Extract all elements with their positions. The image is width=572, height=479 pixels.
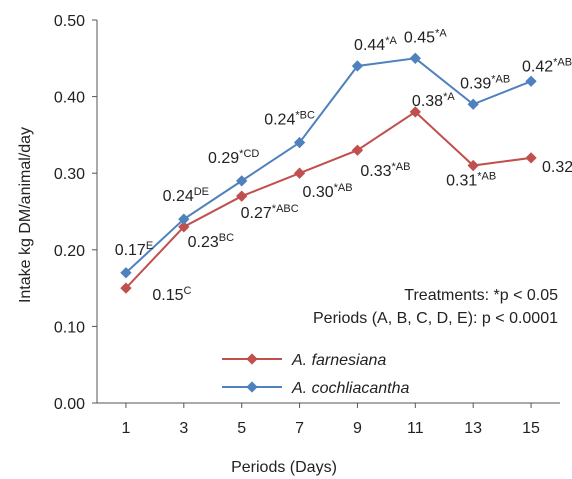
data-point [525,152,537,164]
x-tick-label: 13 [464,420,482,437]
x-tick-label: 9 [353,420,362,437]
data-label-superscript: *BC [295,110,315,122]
data-label: 0.30*AB [303,182,353,201]
data-label-value: 0.39 [460,75,491,92]
data-label-superscript: E [146,240,153,252]
data-label-superscript: C [184,285,192,297]
tick-labels: 0.000.100.200.300.400.501 3 5 7 9 11 13 15 [54,13,540,437]
series-line [125,110,532,289]
y-tick-label: 0.50 [54,13,85,30]
data-label: 0.23BC [188,232,234,251]
data-point [293,136,306,149]
data-label-superscript: *ABC [272,203,299,215]
annotation-treatments: Treatments: *p < 0.05 [404,287,558,304]
y-tick-label: 0.20 [54,243,85,260]
y-tick-label: 0.10 [54,319,85,336]
x-axis-title: Periods (Days) [231,459,337,476]
x-tick-label: 11 [407,420,424,437]
data-label: 0.33*AB [360,161,410,180]
series-line [125,57,532,274]
data-label: 0.29*CD [208,148,259,167]
data-label-superscript: *A [435,27,447,39]
x-tick-label: 1 [121,420,130,437]
data-label-value: 0.32 [542,159,572,176]
data-label-value: 0.15 [152,287,183,304]
data-label: 0.31*AB [446,171,496,190]
data-point [351,144,364,156]
data-label-value: 0.27 [241,205,272,222]
data-point [236,190,248,202]
data-label: 0.39*AB [460,73,510,92]
data-label: 0.15C [152,285,191,304]
axes [96,20,560,404]
data-label: 0.27*ABC [241,203,299,222]
data-point [525,75,537,87]
data-label-value: 0.30 [303,184,334,201]
data-label-superscript: DE [194,186,209,198]
x-tick-label: 5 [237,420,246,437]
x-tick-label: 3 [179,420,188,437]
data-label-value: 0.33 [360,163,391,180]
data-label-value: 0.38 [412,93,443,110]
legend-label-farnesiana: A. farnesiana [291,352,386,369]
data-point [409,52,421,64]
data-point [293,167,306,179]
data-label: 0.17E [115,240,153,259]
data-point [236,175,248,187]
data-label-value: 0.24 [163,188,194,205]
data-label-value: 0.17 [115,242,146,259]
data-label: 0.45*A [404,27,447,46]
data-label-superscript: *AB [477,171,496,183]
data-label: 0.24*BC [264,110,315,129]
series-layer [120,52,537,294]
data-label-value: 0.42 [522,58,553,75]
data-label: 0.32*AB [542,157,572,176]
data-point [467,159,479,172]
y-tick-label: 0.00 [54,396,85,413]
data-label-value: 0.44 [354,37,385,54]
data-label-superscript: *A [385,35,397,47]
legend-marker-cochliacantha [246,381,258,393]
data-label-value: 0.45 [404,29,435,46]
data-label-value: 0.24 [264,112,295,129]
legend-label-cochliacantha: A. cochliacantha [291,380,410,397]
y-tick-label: 0.40 [54,90,85,107]
y-tick-label: 0.30 [54,166,85,183]
data-label: 0.24DE [163,186,209,205]
legend-marker-farnesiana [246,353,258,365]
data-label-superscript: BC [219,232,234,244]
data-label-superscript: *AB [334,182,353,194]
x-tick-label: 7 [295,420,304,437]
data-label-value: 0.23 [188,234,219,251]
annotation-periods: Periods (A, B, C, D, E): p < 0.0001 [313,310,558,327]
data-label-superscript: *AB [392,161,411,173]
data-label-superscript: *CD [239,148,259,160]
data-labels: 0.15C0.23BC0.27*ABC0.30*AB0.33*AB0.38*A0… [115,27,572,304]
y-axis-title: Intake kg DM/animal/day [17,127,34,303]
data-label-superscript: *AB [491,73,510,85]
data-label: 0.38*A [412,91,455,110]
data-label-superscript: *AB [553,56,572,68]
data-label-value: 0.29 [208,150,239,167]
legend: A. farnesiana A. cochliacantha [222,352,410,397]
x-tick-label: 15 [522,420,540,437]
data-label: 0.42*AB [522,56,572,75]
data-point [178,213,190,225]
data-point [178,221,190,233]
data-label: 0.44*A [354,35,397,54]
data-label-superscript: *A [443,91,455,103]
data-label-value: 0.31 [446,173,477,190]
